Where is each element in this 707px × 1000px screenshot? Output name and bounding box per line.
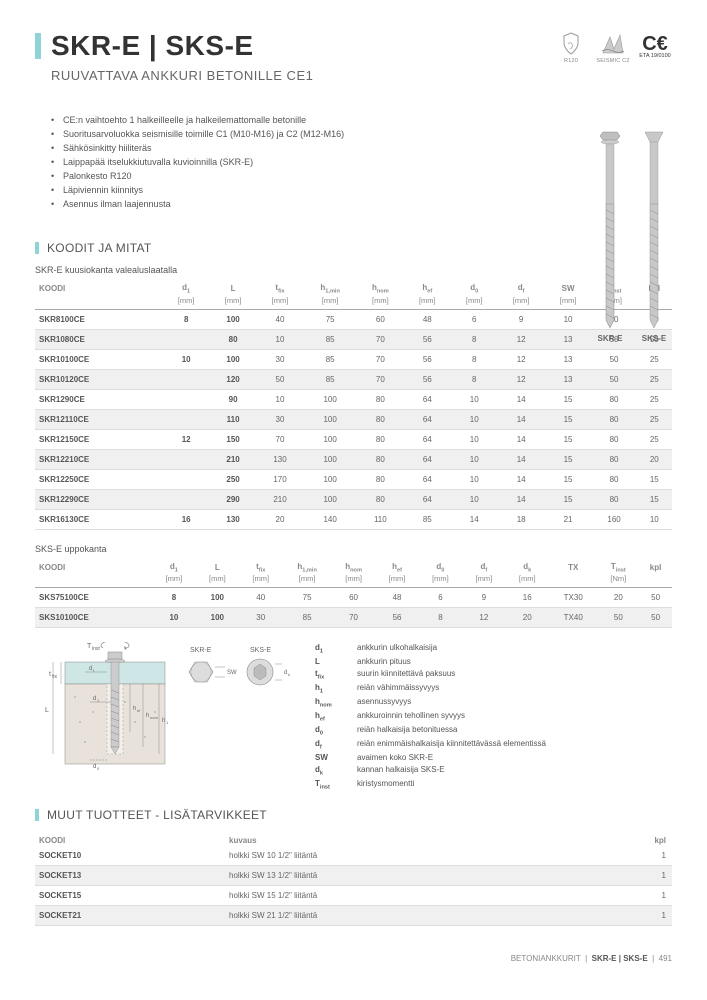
table2-body: SKS75100CE8100407560486916TX302050SKS101…	[35, 588, 672, 628]
footer-page: 491	[659, 954, 672, 963]
skse-label: SKS-E	[642, 334, 666, 343]
seismic-badge: SEISMIC C2	[596, 30, 630, 64]
symbol-legend: d1ankkurin ulkohalkaisijaLankkurin pituu…	[315, 642, 546, 792]
table2-header-row: KOODId1Ltfixh1,minhnomhefd0dfdkTXTinstkp…	[35, 558, 672, 575]
legend-row: d1ankkurin ulkohalkaisija	[315, 642, 546, 656]
feature-item: Sähkösinkitty hiiliteräs	[51, 141, 672, 155]
table-skse: KOODId1Ltfixh1,minhnomhefd0dfdkTXTinstkp…	[35, 558, 672, 629]
legend-row: tfixsuurin kiinnitettävä paksuus	[315, 668, 546, 682]
table-row: SKR8100CE81004075604869102050	[35, 309, 672, 329]
ce-mark-icon: C€	[642, 35, 668, 53]
legend-row: hefankkuroinnin tehollinen syvyys	[315, 710, 546, 724]
table-row: SKR12250CE25017010080641014158015	[35, 469, 672, 489]
table1-caption: SKR-E kuusiokanta valealuslaatalla	[35, 265, 672, 275]
table-row: SKR10120CE12050857056812135025	[35, 369, 672, 389]
table-row: SOCKET10holkki SW 10 1/2" liitäntä1	[35, 846, 672, 866]
table-row: SKR1080CE8010857056812135050	[35, 329, 672, 349]
diag-skse-label: SKS-E	[250, 647, 271, 654]
acc-header-row: KOODIkuvauskpl	[35, 832, 672, 846]
legend-row: dfreiän enimmäishalkaisija kiinnitettävä…	[315, 738, 546, 752]
feature-item: Asennus ilman laajennusta	[51, 197, 672, 211]
feature-list: CE:n vaihtoehto 1 halkeilleelle ja halke…	[51, 113, 672, 211]
table2-unit-row: [mm][mm][mm][mm][mm][mm][mm][mm][mm][Nm]	[35, 574, 672, 588]
page-footer: BETONIANKKURIT | SKR-E | SKS-E | 491	[35, 954, 672, 963]
feature-item: Palonkesto R120	[51, 169, 672, 183]
svg-text:SW: SW	[227, 670, 237, 676]
table2-caption: SKS-E uppokanta	[35, 544, 672, 554]
table1-header-row: KOODId1Ltfixh1,minhnomhefd0dfSWTinstkpl	[35, 279, 672, 296]
svg-text:h: h	[162, 718, 165, 724]
legend-row: h1reiän vähimmäissyvyys	[315, 682, 546, 696]
page-subtitle: RUUVATTAVA ANKKURI BETONILLE CE1	[51, 68, 554, 83]
legend-row: SWavaimen koko SKR-E	[315, 752, 546, 764]
table-row: SOCKET21holkki SW 21 1/2" liitäntä1	[35, 906, 672, 926]
table1-unit-row: [mm][mm][mm][mm][mm][mm][mm][mm][mm][Nm]	[35, 296, 672, 310]
acc-body: SOCKET10holkki SW 10 1/2" liitäntä1SOCKE…	[35, 846, 672, 926]
svg-text:L: L	[45, 707, 49, 714]
svg-text:t: t	[49, 671, 51, 678]
skre-label: SKR-E	[598, 334, 623, 343]
table-row: SKR16130CE16130201401108514182116010	[35, 509, 672, 529]
page-header: SKR-E | SKS-E RUUVATTAVA ANKKURI BETONIL…	[35, 30, 672, 83]
title-accent-bar	[35, 33, 41, 59]
table-row: SKR12150CE121507010080641014158025	[35, 429, 672, 449]
svg-text:d: d	[89, 666, 92, 672]
badge-row: R120 SEISMIC C2 C€ ETA 19/0100	[554, 30, 672, 64]
section-accent-bar	[35, 809, 39, 821]
legend-row: d0reiän halkaisija betonituessa	[315, 724, 546, 738]
accessories-table: KOODIkuvauskpl SOCKET10holkki SW 10 1/2"…	[35, 832, 672, 926]
section-acc-heading: MUUT TUOTTEET - LISÄTARVIKKEET	[35, 808, 672, 822]
title-block: SKR-E | SKS-E RUUVATTAVA ANKKURI BETONIL…	[35, 30, 554, 83]
section-accent-bar	[35, 242, 39, 254]
feature-item: Läpiviennin kiinnitys	[51, 183, 672, 197]
svg-text:inst: inst	[92, 646, 100, 652]
feature-item: Laippapää itselukkiutuvalla kuvioinnilla…	[51, 155, 672, 169]
table-row: SKR12110CE1103010080641014158025	[35, 409, 672, 429]
feature-item: Suoritusarvoluokka seismisille toimille …	[51, 127, 672, 141]
ce-badge: C€ ETA 19/0100	[638, 30, 672, 64]
footer-category: BETONIANKKURIT	[511, 954, 581, 963]
table-row: SOCKET13holkki SW 13 1/2" liitäntä1	[35, 866, 672, 886]
svg-text:h: h	[146, 713, 149, 719]
legend-row: Tinstkiristysmomentti	[315, 778, 546, 792]
footer-product: SKR-E | SKS-E	[592, 954, 648, 963]
table-row: SOCKET15holkki SW 15 1/2" liitäntä1	[35, 886, 672, 906]
title-text: SKR-E | SKS-E	[51, 30, 254, 62]
svg-text:0: 0	[97, 766, 100, 771]
diagram-row: Tinst tfix L df d1 d0 hef hnom h1 SKR-E …	[35, 642, 672, 792]
diag-skre-label: SKR-E	[190, 647, 212, 654]
svg-text:d: d	[284, 670, 287, 676]
table-row: SKS10100CE101003085705681220TX405050	[35, 608, 672, 628]
table-row: SKR12210CE21013010080641014158020	[35, 449, 672, 469]
svg-text:d: d	[93, 764, 96, 770]
table-row: SKR1290CE901010080641014158025	[35, 389, 672, 409]
r120-badge: R120	[554, 30, 588, 64]
table-row: SKS75100CE8100407560486916TX302050	[35, 588, 672, 608]
legend-row: Lankkurin pituus	[315, 656, 546, 668]
feature-item: CE:n vaihtoehto 1 halkeilleelle ja halke…	[51, 113, 672, 127]
svg-text:nom: nom	[150, 715, 158, 720]
legend-row: dkkannan halkaisija SKS-E	[315, 764, 546, 778]
table-row: SKR10100CE1010030857056812135025	[35, 349, 672, 369]
table-skre: KOODId1Ltfixh1,minhnomhefd0dfSWTinstkpl …	[35, 279, 672, 530]
table1-body: SKR8100CE81004075604869102050SKR1080CE80…	[35, 309, 672, 529]
svg-text:1: 1	[166, 720, 169, 725]
table-row: SKR12290CE29021010080641014158015	[35, 489, 672, 509]
page-title: SKR-E | SKS-E	[35, 30, 554, 62]
installation-diagram: Tinst tfix L df d1 d0 hef hnom h1 SKR-E …	[35, 642, 295, 782]
svg-text:d: d	[93, 696, 96, 702]
svg-text:k: k	[288, 672, 290, 677]
legend-row: hnomasennussyvyys	[315, 696, 546, 710]
svg-text:h: h	[133, 706, 136, 712]
section-codes-heading: KOODIT JA MITAT	[35, 241, 672, 255]
